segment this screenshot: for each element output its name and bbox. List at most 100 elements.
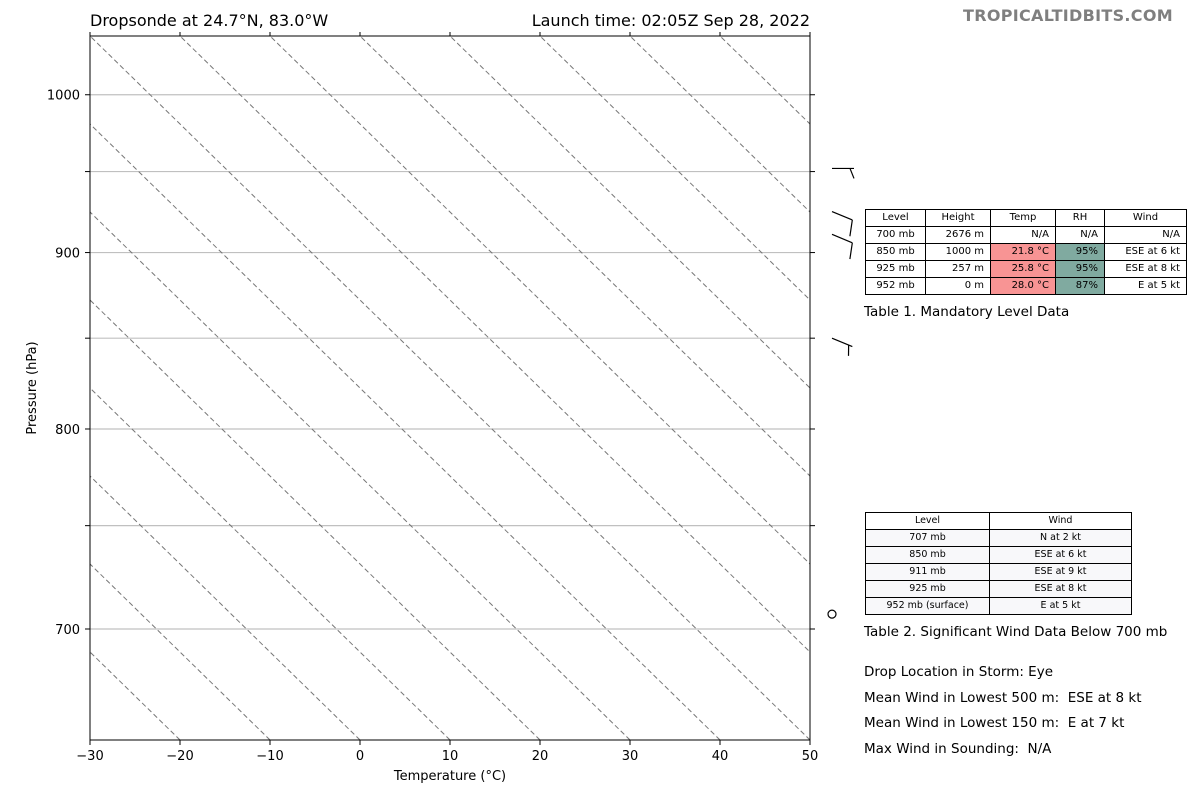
table-row: 850 mb ESE at 6 kt <box>865 546 1132 564</box>
temp-cell: 25.8 °C <box>990 260 1056 278</box>
table-header-cell: Temp <box>990 209 1056 227</box>
table-cell: ESE at 6 kt <box>989 546 1132 564</box>
table-cell: 925 mb <box>865 580 990 598</box>
table-header-cell: Wind <box>989 512 1132 530</box>
x-tick-label: 50 <box>802 749 819 764</box>
max-wind-text: Max Wind in Sounding: N/A <box>864 741 1052 757</box>
isotherm-line <box>90 299 541 740</box>
y-tick-label: 700 <box>55 623 80 638</box>
wind-barb-calm <box>827 609 837 619</box>
isotherm-line <box>809 36 810 37</box>
table-row: 925 mb 257 m 25.8 °C 95% ESE at 8 kt <box>865 260 1187 278</box>
table-header-cell: Wind <box>1104 209 1187 227</box>
mandatory-level-table: Level Height Temp RH Wind 700 mb 2676 m … <box>865 209 1187 295</box>
table-cell: E at 5 kt <box>989 597 1132 615</box>
table-cell: 952 mb (surface) <box>865 597 990 615</box>
rh-cell: 95% <box>1055 243 1105 261</box>
wind-barb-shaft <box>831 337 853 348</box>
table-cell: 850 mb <box>865 546 990 564</box>
table-cell: 707 mb <box>865 529 990 547</box>
x-tick-label: 30 <box>622 749 639 764</box>
x-tick-label: 20 <box>532 749 549 764</box>
table-cell: ESE at 8 kt <box>1104 260 1187 278</box>
table-cell: 2676 m <box>925 226 991 244</box>
skewt-plot: −30 −20 −10 0 10 20 30 40 50 700 800 900 1000 Temper… <box>25 32 860 784</box>
table-cell: E at 5 kt <box>1104 277 1187 295</box>
table-cell: 0 m <box>925 277 991 295</box>
table-header-row: Level Height Temp RH Wind <box>865 209 1187 227</box>
table2-caption: Table 2. Significant Wind Data Below 700… <box>864 624 1168 640</box>
isotherm-line <box>90 563 271 740</box>
drop-location-text: Drop Location in Storm: Eye <box>864 664 1054 680</box>
grid-layer <box>90 94 810 630</box>
isotherm-line <box>90 123 721 740</box>
table-row: 952 mb (surface) E at 5 kt <box>865 597 1132 615</box>
wind-barb-shaft <box>831 233 853 244</box>
profile-point <box>852 490 860 499</box>
wind-barb-layer <box>827 167 855 619</box>
isotherm-line <box>90 36 810 740</box>
wind-barb-feather <box>849 219 853 237</box>
table-row: 850 mb 1000 m 21.8 °C 95% ESE at 6 kt <box>865 243 1187 261</box>
y-tick-label: 800 <box>55 423 80 438</box>
y-axis-label: Pressure (hPa) <box>25 341 40 434</box>
isotherm-line <box>539 36 810 301</box>
x-tick-label: −30 <box>76 749 103 764</box>
table-header-row: Level Wind <box>865 512 1132 530</box>
table-row: 700 mb 2676 m N/A N/A N/A <box>865 226 1187 244</box>
mean-wind-500m-text: Mean Wind in Lowest 500 m: ESE at 8 kt <box>864 690 1142 706</box>
x-tick-label: 0 <box>356 749 364 764</box>
isotherm-line <box>179 36 810 653</box>
table-cell: 850 mb <box>865 243 926 261</box>
rh-cell: 87% <box>1055 277 1105 295</box>
isotherm-line <box>629 36 810 213</box>
x-tick-label: 40 <box>712 749 729 764</box>
profile-line <box>856 168 860 494</box>
isotherm-layer <box>90 36 810 740</box>
temp-cell: 21.8 °C <box>990 243 1056 261</box>
x-tick-label: −10 <box>256 749 283 764</box>
significant-wind-table: Level Wind 707 mb N at 2 kt 850 mb ESE a… <box>865 512 1132 615</box>
wind-barb <box>832 167 855 179</box>
table-row: 952 mb 0 m 28.0 °C 87% E at 5 kt <box>865 277 1187 295</box>
isotherm-line <box>90 475 361 740</box>
x-axis-label: Temperature (°C) <box>393 769 506 784</box>
isotherm-line <box>449 36 810 389</box>
site-watermark: TROPICALTIDBITS.COM <box>963 6 1173 25</box>
chart-title-left: Dropsonde at 24.7°N, 83.0°W <box>90 11 329 30</box>
rh-cell: 95% <box>1055 260 1105 278</box>
table-cell: 700 mb <box>865 226 926 244</box>
isotherm-line <box>719 36 810 125</box>
series-layer <box>852 164 860 499</box>
mean-wind-150m-text: Mean Wind in Lowest 150 m: E at 7 kt <box>864 715 1125 731</box>
table-row: 925 mb ESE at 8 kt <box>865 580 1132 598</box>
table-cell: N/A <box>1055 226 1105 244</box>
y-tick-label: 1000 <box>47 89 80 104</box>
table-cell: ESE at 8 kt <box>989 580 1132 598</box>
table-cell: 925 mb <box>865 260 926 278</box>
table-cell: ESE at 9 kt <box>989 563 1132 581</box>
table-cell: N/A <box>990 226 1056 244</box>
tick-layer: −30 −20 −10 0 10 20 30 40 50 700 800 900 1000 <box>47 32 818 764</box>
table-cell: 911 mb <box>865 563 990 581</box>
table-row: 707 mb N at 2 kt <box>865 529 1132 547</box>
temp-cell: 28.0 °C <box>990 277 1056 295</box>
table-header-cell: Level <box>865 209 926 227</box>
table-header-cell: Height <box>925 209 991 227</box>
table-cell: N at 2 kt <box>989 529 1132 547</box>
isotherm-line <box>359 36 810 477</box>
table1-caption: Table 1. Mandatory Level Data <box>864 304 1070 320</box>
table-row: 911 mb ESE at 9 kt <box>865 563 1132 581</box>
isotherm-line <box>90 211 631 740</box>
table-header-cell: RH <box>1055 209 1105 227</box>
wind-barb <box>831 233 853 260</box>
wind-barb-feather <box>849 242 853 260</box>
x-tick-label: 10 <box>442 749 459 764</box>
table-header-cell: Level <box>865 512 990 530</box>
table-cell: N/A <box>1104 226 1187 244</box>
wind-barb-feather <box>849 168 855 179</box>
wind-barb <box>831 337 853 356</box>
table-cell: 257 m <box>925 260 991 278</box>
isotherm-line <box>269 36 810 565</box>
y-tick-label: 900 <box>55 247 80 262</box>
